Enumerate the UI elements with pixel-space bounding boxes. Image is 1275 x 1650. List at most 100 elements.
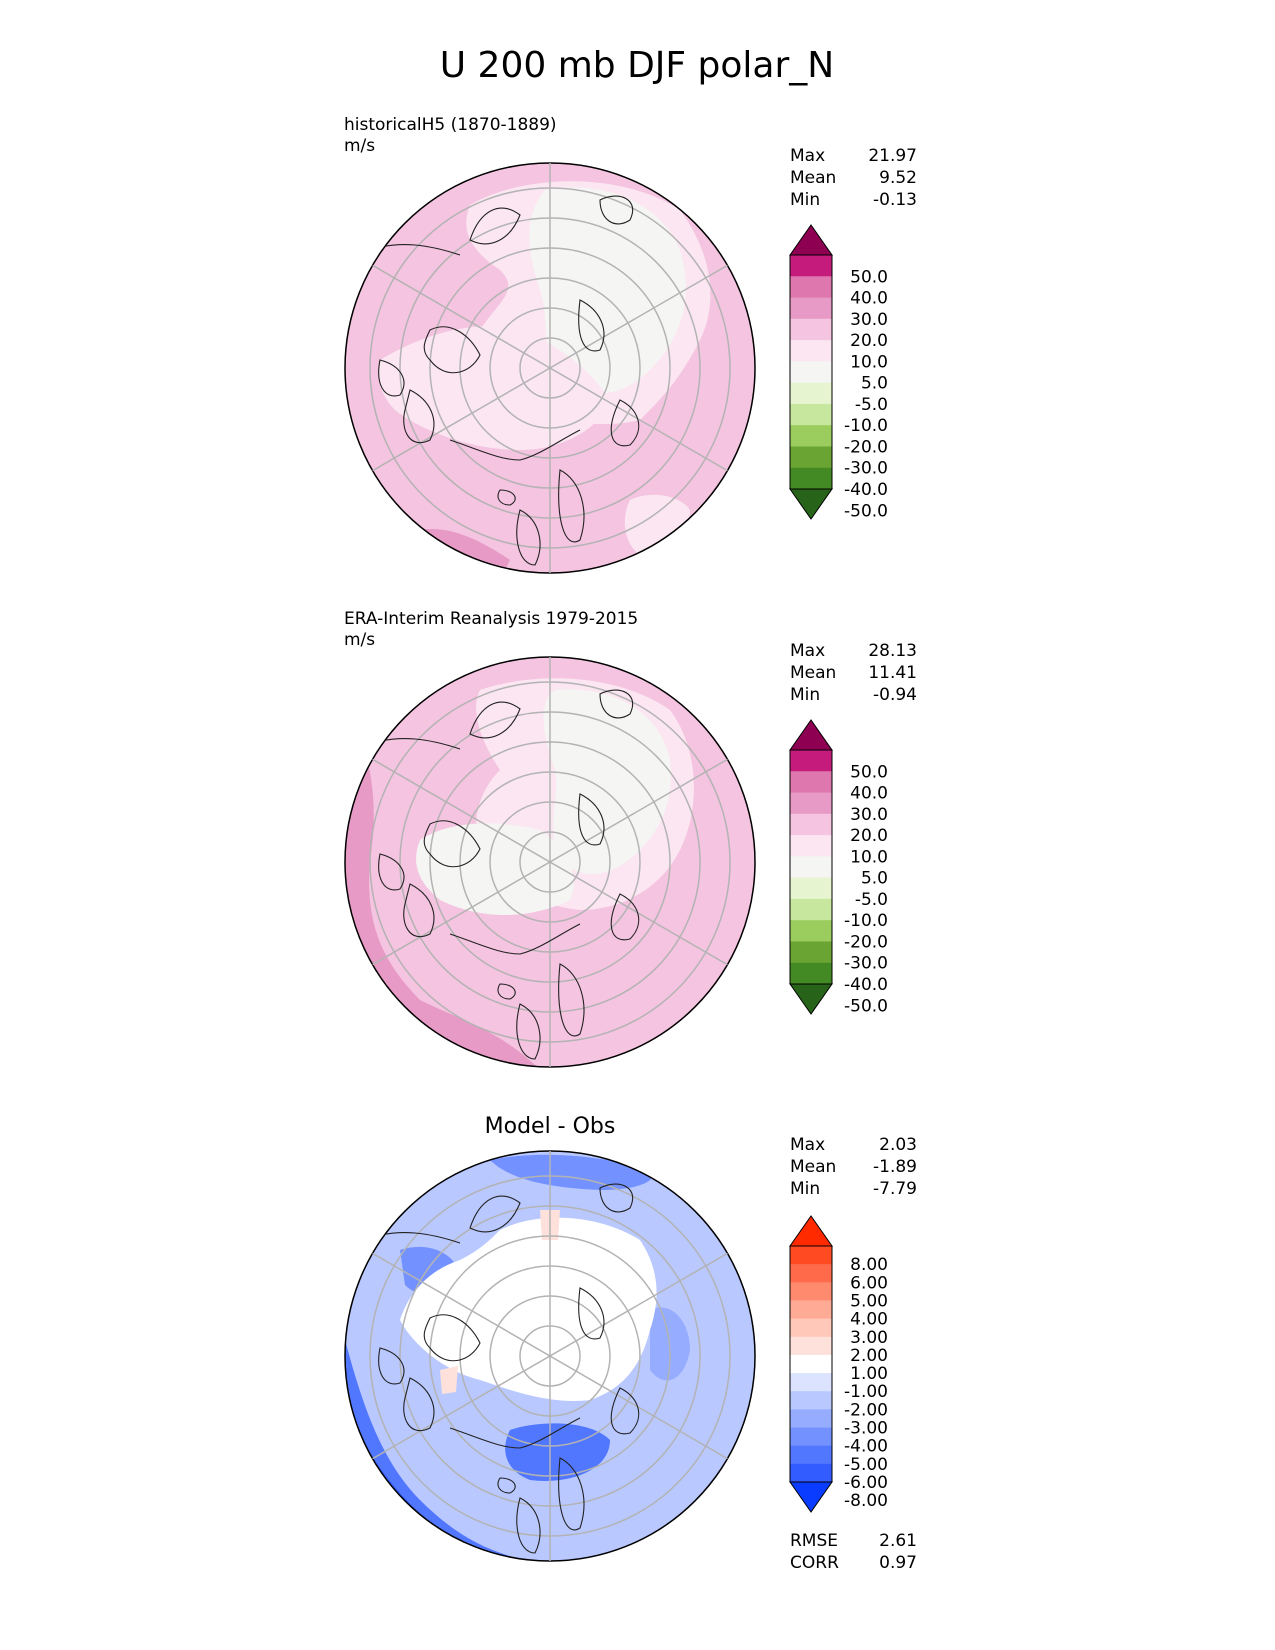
colorbar-swatch	[790, 1427, 832, 1447]
colorbar-swatch	[790, 898, 832, 921]
colorbar-tick-label: 30.0	[850, 805, 888, 825]
colorbar: 8.006.005.004.003.002.001.00-1.00-2.00-3…	[789, 1215, 888, 1513]
colorbar-tick-label: -2.00	[844, 1400, 888, 1420]
colorbar-tick-label: -30.0	[844, 459, 888, 479]
colorbar-swatch	[790, 382, 832, 405]
colorbar-swatch	[790, 297, 832, 320]
colorbar-swatch	[790, 446, 832, 469]
polar-map	[344, 162, 756, 574]
colorbar-swatch	[790, 856, 832, 879]
colorbar-tick-label: -20.0	[844, 932, 888, 952]
colorbar-swatch	[790, 920, 832, 942]
colorbar-swatch	[790, 813, 832, 836]
colorbar-swatch	[790, 1373, 832, 1392]
colorbar-swatch	[790, 1463, 832, 1483]
colorbar-swatch	[790, 1391, 832, 1410]
colorbar-extend-max	[789, 224, 833, 256]
colorbar-swatch	[790, 403, 832, 426]
stats-block: Max 2.03 Mean -1.89 Min -7.79	[790, 1135, 917, 1199]
graticule	[369, 657, 731, 1067]
positive-region	[440, 1366, 458, 1394]
coastlines	[369, 1183, 640, 1554]
colorbar-tick-label: -5.0	[855, 395, 888, 415]
colorbar-swatch	[790, 255, 832, 277]
colorbar-swatch	[790, 361, 832, 384]
stat-min: -7.79	[873, 1179, 917, 1199]
colorbar-tick-label: 10.0	[850, 352, 888, 372]
colorbar-labels: 8.006.005.004.003.002.001.00-1.00-2.00-3…	[844, 1255, 888, 1511]
colorbar-swatch	[790, 962, 832, 985]
stat-min: -0.13	[873, 190, 917, 210]
colorbar-swatch	[790, 941, 832, 964]
colorbar-tick-label: -4.00	[844, 1437, 888, 1457]
colorbar-swatch	[790, 771, 832, 794]
panel-title: historicalH5 (1870-1889)	[344, 115, 557, 135]
colorbar-tick-label: -10.0	[844, 911, 888, 931]
colorbar-swatch	[790, 1300, 832, 1320]
stats-block: Max 21.97 Mean 9.52 Min -0.13	[790, 146, 917, 210]
panel-difference: Model - Obs Max 2.03 Mean -1.89 Min -7.7…	[344, 1114, 917, 1573]
polar-map	[344, 656, 756, 1068]
colorbar-tick-label: -30.0	[844, 954, 888, 974]
panel-title: Model - Obs	[485, 1114, 616, 1139]
colorbar-tick-label: 40.0	[850, 289, 888, 309]
panel-model: historicalH5 (1870-1889) m/s Max 21.97 M…	[344, 115, 917, 574]
colorbar-tick-label: 4.00	[850, 1310, 888, 1330]
stat-max: 28.13	[868, 641, 917, 661]
colorbar-tick-label: 10.0	[850, 847, 888, 867]
near-zero-region	[416, 823, 574, 915]
metrics-block: RMSE 2.61 CORR 0.97	[790, 1531, 917, 1573]
near-zero-region	[529, 187, 686, 394]
colorbar-tick-label: -50.0	[844, 501, 888, 521]
colorbar-swatch	[790, 1246, 832, 1265]
colorbar-tick-label: -3.00	[844, 1419, 888, 1439]
colorbar-tick-label: -5.00	[844, 1455, 888, 1475]
colorbar-outline	[789, 749, 833, 985]
svg-text:Mean: Mean	[790, 1157, 836, 1177]
colorbar-tick-label: 30.0	[850, 310, 888, 330]
stat-max: 2.03	[879, 1135, 917, 1155]
coastlines	[369, 195, 640, 566]
colorbar-tick-label: -10.0	[844, 416, 888, 436]
coastlines	[369, 689, 640, 1060]
colorbar-swatch	[790, 835, 832, 857]
colorbar-extend-min	[789, 1481, 833, 1513]
panel-units: m/s	[344, 630, 375, 650]
near-zero-region	[543, 689, 671, 874]
colorbar-tick-label: -6.00	[844, 1473, 888, 1493]
colorbar-tick-label: 50.0	[850, 762, 888, 782]
panel-observation: ERA-Interim Reanalysis 1979-2015 m/s Max…	[344, 609, 917, 1068]
colorbar-swatches	[789, 224, 833, 520]
metric-corr: 0.97	[879, 1553, 917, 1573]
metric-rmse: 2.61	[879, 1531, 917, 1551]
svg-text:Mean: Mean	[790, 168, 836, 188]
colorbar-extend-max	[789, 1215, 833, 1247]
colorbar-swatch	[790, 877, 832, 900]
blue-region	[490, 1154, 653, 1190]
svg-text:Min: Min	[790, 1179, 820, 1199]
stat-min: -0.94	[873, 685, 917, 705]
colorbar-tick-label: 40.0	[850, 784, 888, 804]
colorbar-labels: 50.040.030.020.010.05.0-5.0-10.0-20.0-30…	[844, 762, 888, 1016]
polar-map	[344, 1150, 756, 1562]
colorbar-swatch	[790, 1264, 832, 1283]
svg-text:Mean: Mean	[790, 663, 836, 683]
graticule	[369, 163, 731, 573]
svg-text:Max: Max	[790, 641, 825, 661]
stat-mean: 9.52	[879, 168, 917, 188]
colorbar-tick-label: 8.00	[850, 1255, 888, 1275]
colorbar-swatch	[790, 1282, 832, 1301]
colorbar-swatch	[790, 467, 832, 490]
colorbar-swatch	[790, 750, 832, 772]
colorbar-tick-label: 5.0	[861, 374, 888, 394]
colorbar-tick-label: 50.0	[850, 267, 888, 287]
colorbar-swatch	[790, 340, 832, 362]
colorbar-swatch	[790, 792, 832, 815]
colorbar-tick-label: 20.0	[850, 331, 888, 351]
colorbar: 50.040.030.020.010.05.0-5.0-10.0-20.0-30…	[789, 224, 888, 521]
colorbar-swatch	[790, 276, 832, 299]
colorbar-tick-label: 6.00	[850, 1273, 888, 1293]
colorbar-tick-label: -40.0	[844, 975, 888, 995]
near-zero-region	[400, 1217, 657, 1401]
